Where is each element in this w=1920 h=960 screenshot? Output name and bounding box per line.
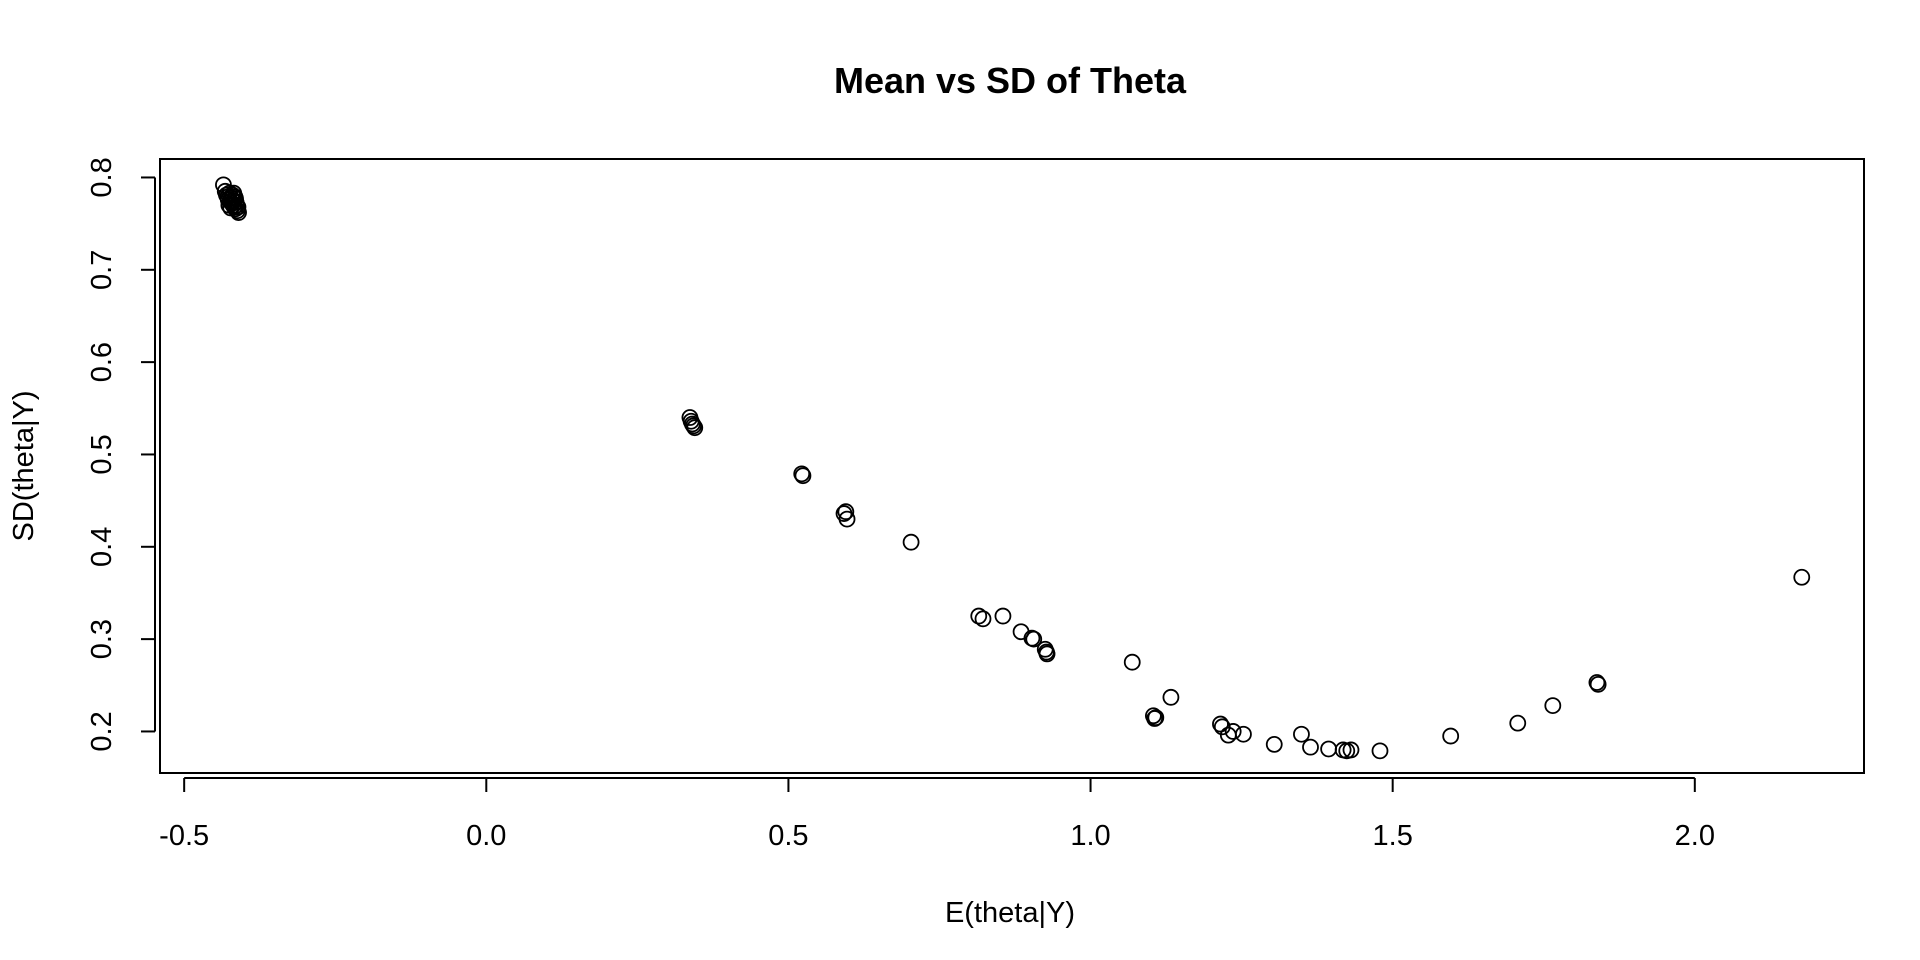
data-point [1442,727,1460,745]
x-tick-label: 2.0 [1675,820,1715,852]
x-tick-label: 1.0 [1070,820,1110,852]
data-points [215,176,1811,760]
data-point [794,467,812,485]
y-tick-label: 0.7 [86,250,118,290]
chart-title: Mean vs SD of Theta [834,60,1187,101]
x-axis: -0.5 0.0 0.5 1.0 1.5 2.0 [159,777,1715,852]
x-axis-label: E(theta|Y) [945,897,1075,929]
data-point [837,503,855,521]
data-point [1302,738,1319,756]
plot-frame [159,158,1865,774]
data-point [1162,688,1180,706]
y-tick-label: 0.2 [86,711,118,751]
data-point [1588,674,1606,691]
data-point [1320,740,1338,758]
y-tick-label: 0.4 [86,527,118,567]
x-tick-label: 0.5 [768,820,808,852]
data-point [1589,675,1607,693]
y-axis-label: SD(theta|Y) [8,391,40,542]
y-tick-label: 0.8 [86,157,118,197]
x-tick-label: 0.0 [466,820,506,852]
data-point [1235,725,1252,743]
x-tick-label: 1.5 [1373,820,1413,852]
data-point [1293,725,1310,743]
data-point [1265,735,1283,753]
data-point [974,610,992,628]
data-point [793,465,811,483]
y-tick-label: 0.5 [86,434,118,474]
data-point [1123,653,1141,671]
data-point [227,190,244,208]
data-point [1147,709,1165,727]
data-point [1544,697,1562,714]
x-tick-label: -0.5 [159,820,209,852]
data-point [1793,568,1811,586]
data-point [1213,718,1231,736]
y-tick-label: 0.3 [86,619,118,659]
data-point [215,176,232,194]
data-point [1509,714,1527,732]
data-point [1371,742,1389,760]
data-point [686,419,704,437]
y-axis: 0.2 0.3 0.4 0.5 0.6 0.7 0.8 [86,157,156,752]
data-point [838,510,856,528]
data-point [970,607,988,625]
y-tick-label: 0.6 [86,342,118,382]
data-point [994,607,1012,625]
data-point [1038,645,1056,663]
data-point [1025,630,1043,648]
data-point [1212,715,1229,733]
data-point [1342,741,1360,759]
data-point [902,533,920,551]
data-point [683,415,701,433]
data-point [685,417,702,435]
data-point [1224,723,1242,740]
